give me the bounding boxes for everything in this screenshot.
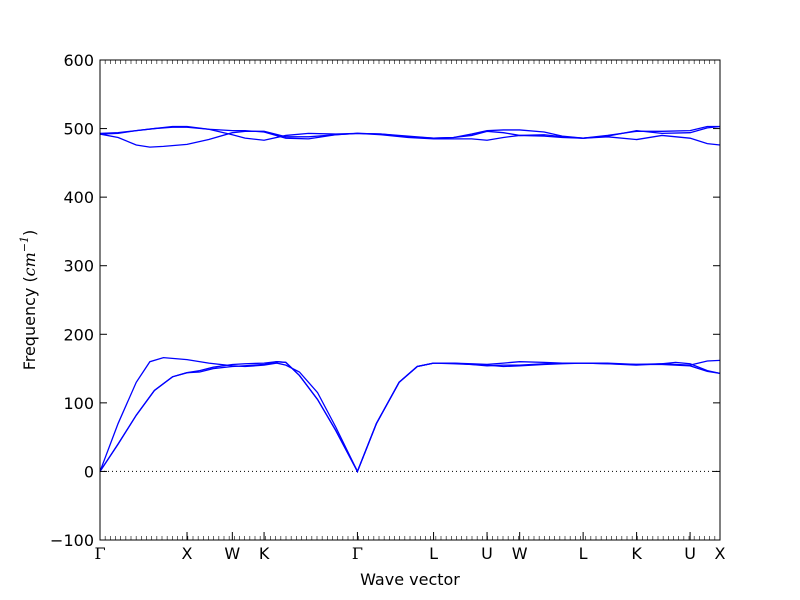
x-tick-label: W xyxy=(512,544,528,563)
y-axis-label-close: ) xyxy=(20,230,39,236)
y-tick-label: 600 xyxy=(63,51,94,70)
phonon-branch-3 xyxy=(99,356,721,474)
y-tick-label: 300 xyxy=(63,257,94,276)
y-tick-label: 0 xyxy=(84,462,94,481)
y-axis-label-unit: cm xyxy=(20,252,39,276)
y-axis-label-unit-exponent: −1 xyxy=(18,236,31,252)
x-tick-label: U xyxy=(684,544,696,563)
x-tick-label: L xyxy=(429,544,438,563)
x-tick-label: U xyxy=(481,544,493,563)
y-tick-label: −100 xyxy=(50,531,94,550)
phonon-branch-5 xyxy=(99,125,721,141)
plot-area xyxy=(99,125,721,474)
x-tick-label: Γ xyxy=(94,544,105,563)
x-tick-label: X xyxy=(182,544,193,563)
phonon-branch-6 xyxy=(99,125,720,140)
phonon-branch-4 xyxy=(99,130,721,148)
y-axis-label: Frequency (cm−1) xyxy=(18,230,39,371)
x-tick-label: K xyxy=(631,544,642,563)
x-tick-label: L xyxy=(579,544,588,563)
axis-labels: Wave vector Frequency (cm−1) xyxy=(18,230,460,589)
x-tick-label: W xyxy=(224,544,240,563)
y-tick-label: 200 xyxy=(63,325,94,344)
y-tick-label: 500 xyxy=(63,120,94,139)
y-tick-label: 100 xyxy=(63,394,94,413)
x-tick-label: Γ xyxy=(352,544,363,563)
y-axis-label-text: Frequency ( xyxy=(20,276,39,370)
x-tick-label: K xyxy=(259,544,270,563)
x-tick-label: X xyxy=(715,544,726,563)
y-tick-label: 400 xyxy=(63,188,94,207)
x-axis-label: Wave vector xyxy=(360,570,460,589)
